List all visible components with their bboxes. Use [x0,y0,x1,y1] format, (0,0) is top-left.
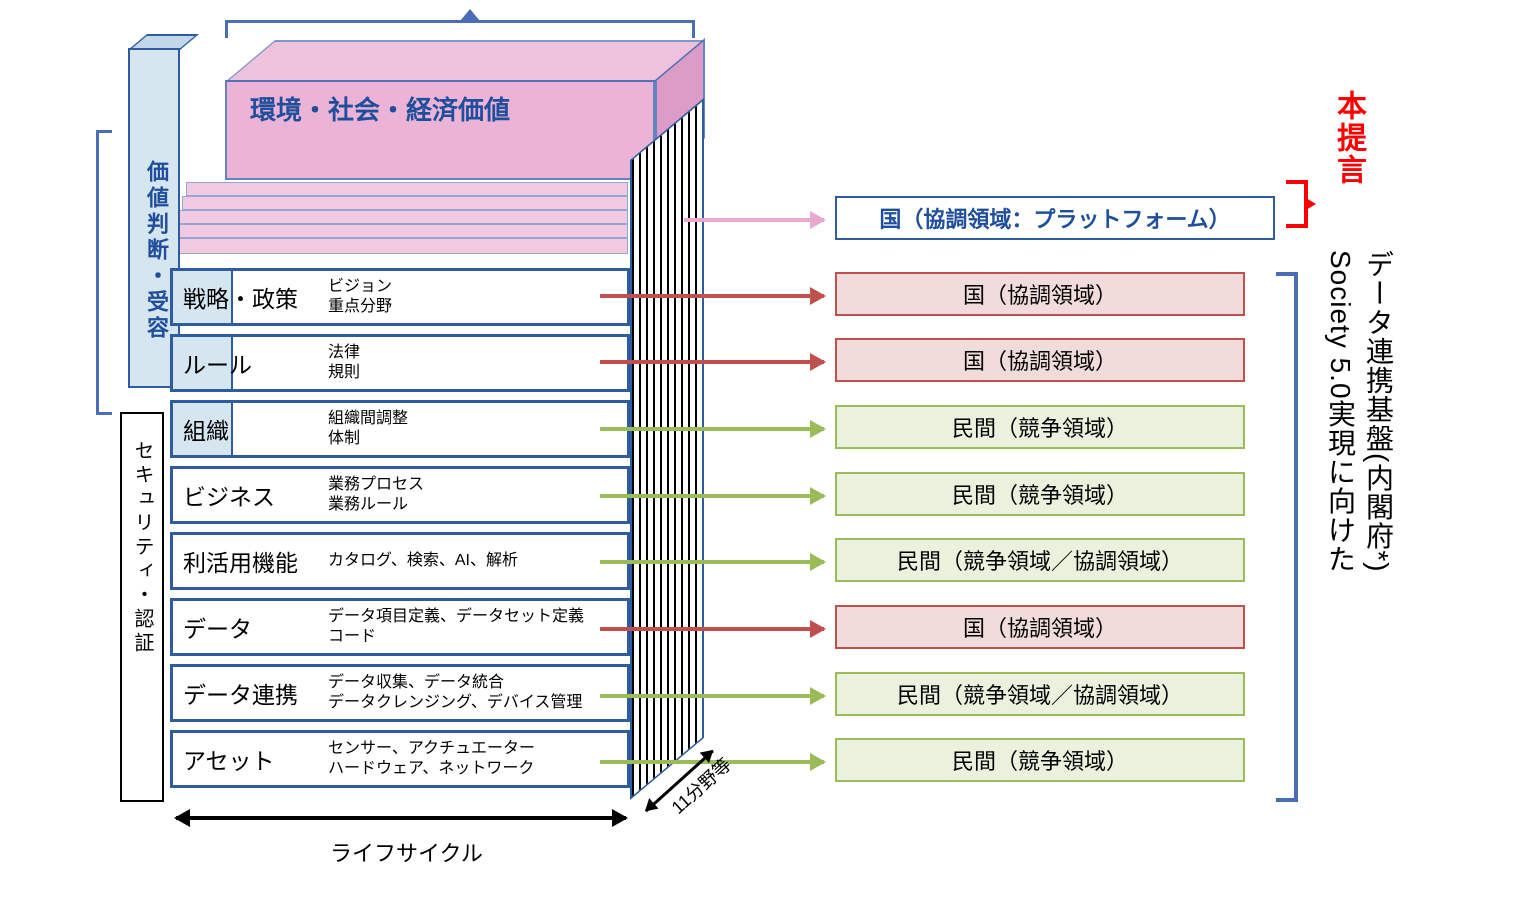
arrow-platform [684,218,824,222]
layer-desc: カタログ、検索、AI、解析 [328,551,627,571]
proposal-label: 本提言 [1326,90,1370,186]
diagram-stage: 環境・社会・経済価値 価値判断・受容 セキュリティ・認証 戦略・政策ビジョン 重… [0,0,1521,909]
box-label: 民間（競争領域） [952,744,1128,776]
box-label: 民間（競争領域） [952,411,1128,443]
box-layer-3: 民間（競争領域） [835,472,1245,516]
big-right-bracket [1276,272,1298,802]
arrow-layer-2 [600,427,824,431]
layer-utilization: 利活用機能カタログ、検索、AI、解析 [170,532,630,590]
box-label: 民間（競争領域／協調領域） [897,544,1183,576]
layer-asset: アセットセンサー、アクチュエーター ハードウェア、ネットワーク [170,730,630,788]
layer-desc: センサー、アクチュエーター ハードウェア、ネットワーク [328,739,627,779]
layer-rule: ルール法律 規則 [170,334,630,392]
lifecycle-label: ライフサイクル [330,836,483,868]
layer-desc: 法律 規則 [328,343,627,383]
security-auth-label: セキュリティ・認証 [128,440,157,656]
arrow-layer-3 [600,494,824,498]
layer-business: ビジネス業務プロセス 業務ルール [170,466,630,524]
box-layer-6: 民間（競争領域／協調領域） [835,672,1245,716]
lifecycle-arrow [176,816,626,820]
layer-desc: データ項目定義、データセット定義 コード [328,607,627,647]
box-label: 国（協調領域） [963,278,1117,310]
pink-step [174,224,628,238]
top-bracket [225,20,695,38]
box-layer-7: 民間（競争領域） [835,738,1245,782]
arrow-layer-0 [600,294,824,298]
box-layer-1: 国（協調領域） [835,338,1245,382]
layer-stack: 戦略・政策ビジョン 重点分野 ルール法律 規則 組織組織間調整 体制 ビジネス業… [170,260,630,788]
pink-step [170,238,628,254]
pink-step [182,196,628,210]
layer-desc: 業務プロセス 業務ルール [328,475,627,515]
box-layer-4: 民間（競争領域／協調領域） [835,538,1245,582]
layer-desc: データ収集、データ統合 データクレンジング、デバイス管理 [328,673,627,713]
layer-desc: 組織間調整 体制 [328,409,627,449]
box-layer-2: 民間（競争領域） [835,405,1245,449]
red-bracket-proposal [1286,180,1308,228]
layer-desc: ビジョン 重点分野 [328,277,627,317]
box-layer-5: 国（協調領域） [835,605,1245,649]
box-label: 民間（競争領域／協調領域） [897,678,1183,710]
layer-name: 組織 [173,412,328,446]
box-layer-0: 国（協調領域） [835,272,1245,316]
box-label: 国（協調領域） [963,344,1117,376]
layer-data: データデータ項目定義、データセット定義 コード [170,598,630,656]
box-platform: 国（協調領域：プラットフォーム） [835,196,1275,240]
box-label: 民間（競争領域） [952,478,1128,510]
arrow-layer-1 [600,360,824,364]
layer-name: データ [173,610,328,644]
pink-step [186,182,628,196]
layer-name: ルール [173,346,328,380]
arrow-layer-4 [600,560,824,564]
layer-name: アセット [173,742,328,776]
value-judgement-label: 価値判断・受容 [140,160,172,342]
far-right-line1: Society 5.0実現に向けた [1320,250,1360,574]
top-slab-title: 環境・社会・経済価値 [250,90,510,127]
layer-name: ビジネス [173,478,328,512]
arrow-layer-5 [600,627,824,631]
box-label: 国（協調領域：プラットフォーム） [879,202,1230,234]
pink-step [178,210,628,224]
far-right-line2: データ連携基盤(内閣府*) [1358,250,1398,573]
layer-name: 戦略・政策 [173,280,328,314]
arrow-layer-6 [600,694,824,698]
layer-name: 利活用機能 [173,544,328,578]
layer-data-link: データ連携データ収集、データ統合 データクレンジング、デバイス管理 [170,664,630,722]
layer-name: データ連携 [173,676,328,710]
left-bracket [96,130,112,415]
layer-strategy: 戦略・政策ビジョン 重点分野 [170,268,630,326]
layer-org: 組織組織間調整 体制 [170,400,630,458]
box-label: 国（協調領域） [963,611,1117,643]
